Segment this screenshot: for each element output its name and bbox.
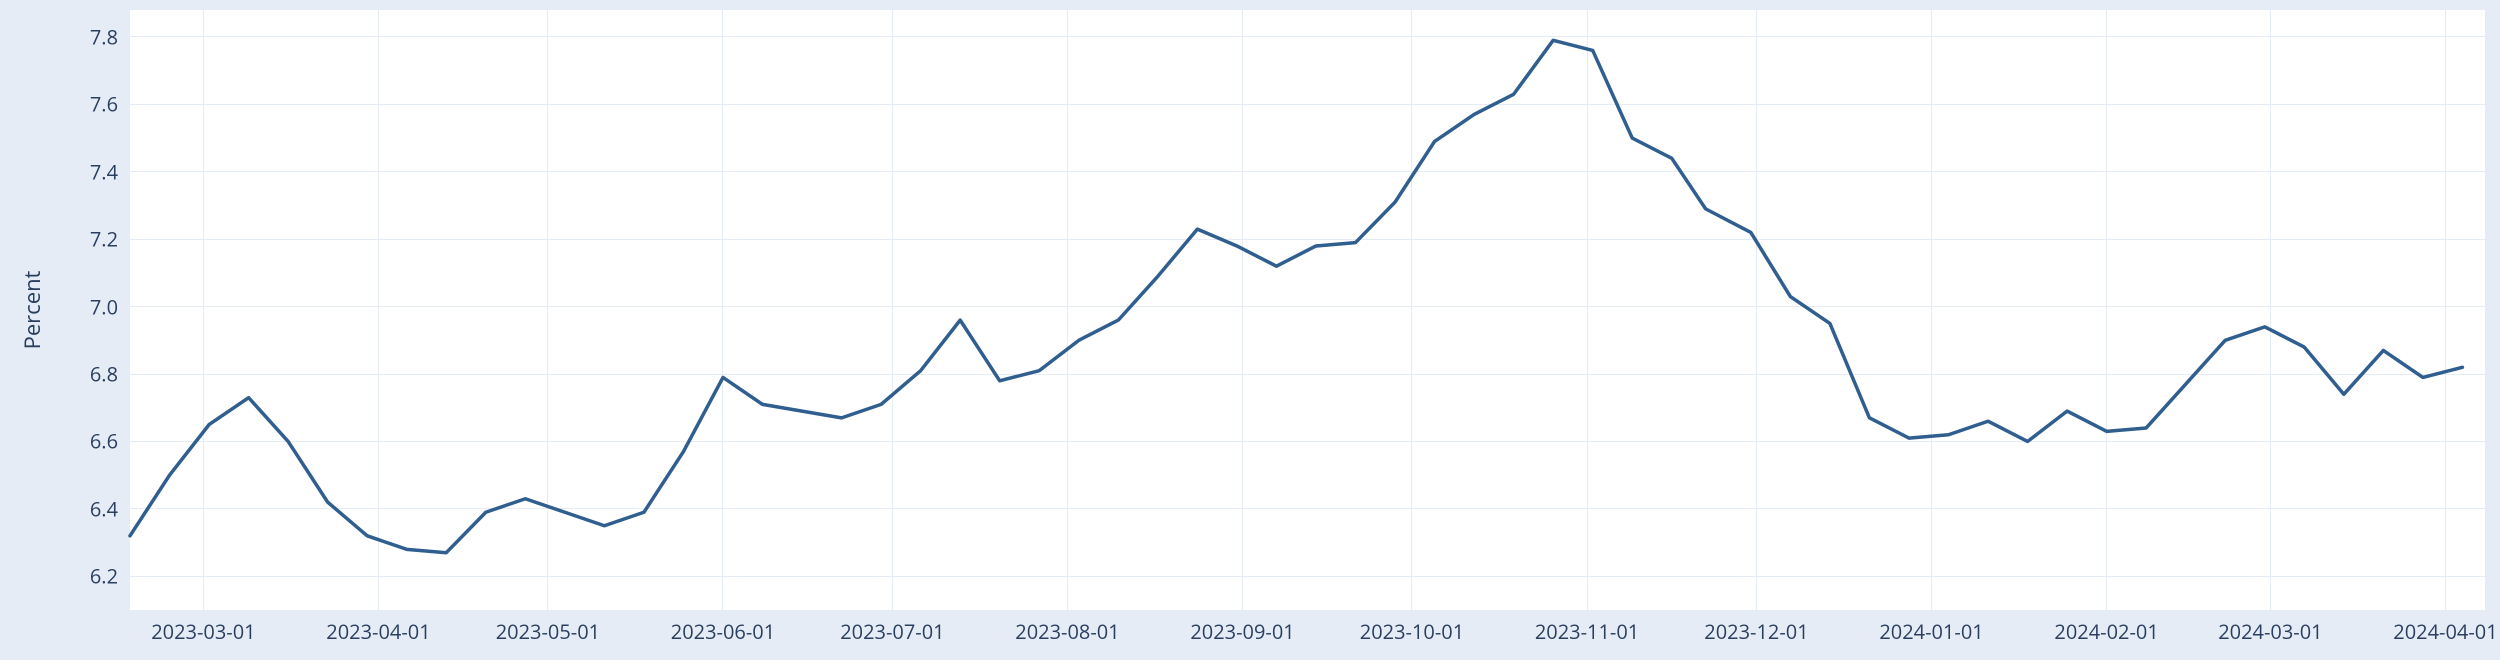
line-layer bbox=[0, 0, 2500, 660]
line-chart: Percent 6.26.46.66.87.07.27.47.67.82023-… bbox=[0, 0, 2500, 660]
series-line[interactable] bbox=[130, 40, 2462, 552]
